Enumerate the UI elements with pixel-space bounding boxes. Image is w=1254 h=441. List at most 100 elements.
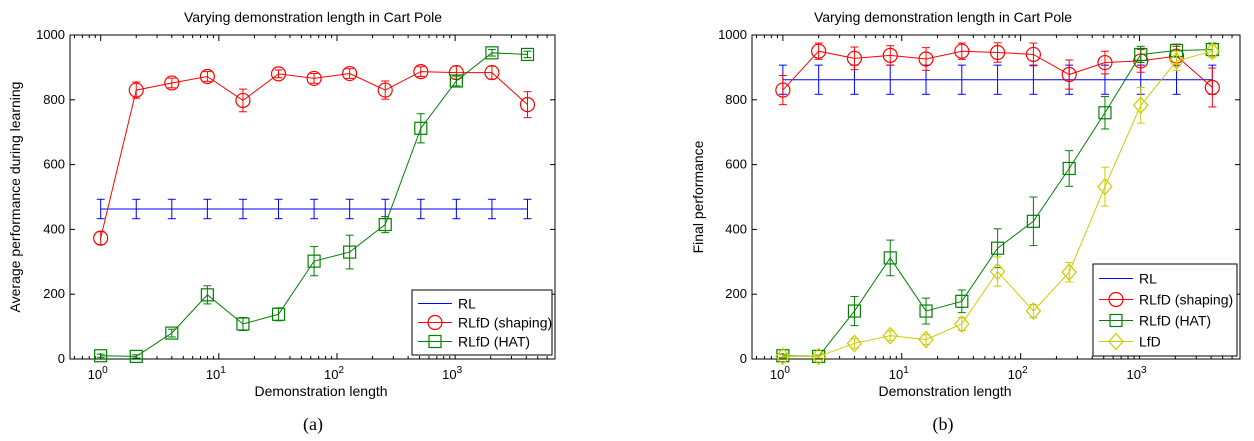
data-point	[1025, 46, 1041, 63]
series-rlfd-shaping	[93, 64, 536, 246]
data-point	[342, 65, 358, 82]
legend-label: RLfD (shaping)	[458, 315, 552, 331]
y-axis-label: Final performance	[690, 140, 706, 253]
figure-caption: (b)	[933, 414, 954, 435]
data-point	[519, 97, 536, 113]
data-point	[1204, 79, 1220, 96]
legend-label: RLfD (shaping)	[1139, 292, 1233, 308]
data-point	[520, 47, 535, 62]
x-tick-label: 102	[324, 365, 344, 382]
data-point	[1132, 96, 1149, 115]
data-point	[484, 64, 500, 81]
data-point	[810, 347, 827, 366]
legend-marker	[428, 334, 442, 349]
y-axis-label: Average performance during learning	[7, 82, 23, 313]
data-point	[414, 121, 428, 135]
data-point	[846, 50, 863, 66]
x-tick-label: 103	[1127, 365, 1147, 382]
chart-title: Varying demonstration length in Cart Pol…	[814, 9, 1072, 25]
data-point	[918, 330, 934, 349]
x-tick-label: 100	[770, 365, 790, 382]
y-tick-label: 0	[740, 351, 747, 366]
data-point	[989, 262, 1006, 281]
data-point	[485, 46, 499, 60]
data-point	[128, 82, 144, 98]
data-point	[129, 349, 143, 364]
x-tick-label: 102	[1008, 365, 1028, 382]
x-tick-label: 100	[88, 365, 108, 382]
data-point	[883, 251, 897, 265]
series-lfd	[775, 42, 1221, 366]
data-point	[378, 217, 392, 232]
data-point	[1204, 42, 1221, 61]
y-tick-label: 800	[43, 92, 65, 107]
data-point	[954, 43, 970, 59]
x-axis-label: Demonstration length	[254, 383, 387, 399]
data-point	[775, 82, 791, 98]
data-point	[954, 315, 970, 333]
legend-marker	[1108, 291, 1124, 308]
data-point	[165, 326, 179, 340]
data-point	[343, 245, 357, 259]
data-point	[306, 70, 322, 87]
data-point	[882, 326, 899, 345]
chart-panel-b: Varying demonstration length in Cart Pol…	[690, 9, 1241, 435]
data-point	[1097, 54, 1113, 71]
data-point	[1025, 302, 1042, 320]
y-tick-label: 400	[725, 221, 747, 236]
series-rlfd-hat	[94, 46, 535, 364]
legend-marker	[1108, 332, 1124, 351]
data-point	[270, 66, 287, 82]
data-point	[235, 92, 251, 109]
plot-area-frame	[69, 34, 556, 360]
y-tick-label: 600	[43, 157, 65, 172]
data-point	[955, 294, 969, 308]
data-point	[271, 307, 286, 321]
x-tick-label: 101	[889, 365, 909, 382]
y-tick-label: 600	[725, 157, 747, 172]
legend-label: RL	[458, 296, 476, 312]
legend-marker	[427, 314, 443, 331]
data-point	[449, 74, 463, 88]
y-tick-label: 400	[43, 221, 65, 236]
chart-title: Varying demonstration length in Cart Pol…	[184, 9, 442, 25]
chart-panel-a: Varying demonstration length in Cart Pol…	[7, 9, 556, 435]
legend-box	[1092, 263, 1238, 357]
data-point	[199, 68, 215, 85]
y-tick-label: 1000	[718, 27, 747, 42]
data-point	[919, 304, 933, 318]
data-point	[846, 334, 863, 353]
legend-label: RLfD (HAT)	[1139, 313, 1211, 329]
data-point	[1168, 52, 1185, 70]
data-point	[377, 82, 393, 98]
data-point	[307, 254, 321, 268]
data-point	[1062, 161, 1076, 176]
data-point	[236, 317, 250, 331]
figure-caption: (a)	[303, 414, 323, 435]
y-tick-label: 800	[725, 92, 747, 107]
x-axis-label: Demonstration length	[878, 383, 1011, 399]
series-rl	[96, 198, 532, 220]
data-point	[1026, 214, 1040, 228]
data-point	[1134, 47, 1148, 62]
data-point	[989, 44, 1006, 61]
x-tick-label: 101	[206, 365, 226, 382]
data-point	[1061, 66, 1077, 83]
data-point	[1097, 177, 1113, 196]
data-point	[164, 75, 180, 91]
data-point	[882, 47, 898, 64]
data-point	[918, 51, 934, 67]
data-point	[847, 304, 862, 318]
y-tick-label: 0	[58, 351, 65, 366]
data-point	[775, 347, 791, 366]
legend-box	[411, 289, 553, 356]
legend-marker	[1109, 313, 1123, 328]
plot-area-frame	[751, 34, 1241, 360]
data-point	[1098, 106, 1112, 120]
data-point	[1061, 263, 1077, 282]
x-tick-label: 103	[442, 365, 462, 382]
series-rl	[778, 64, 1217, 95]
data-point	[990, 241, 1005, 255]
data-point	[94, 349, 108, 363]
